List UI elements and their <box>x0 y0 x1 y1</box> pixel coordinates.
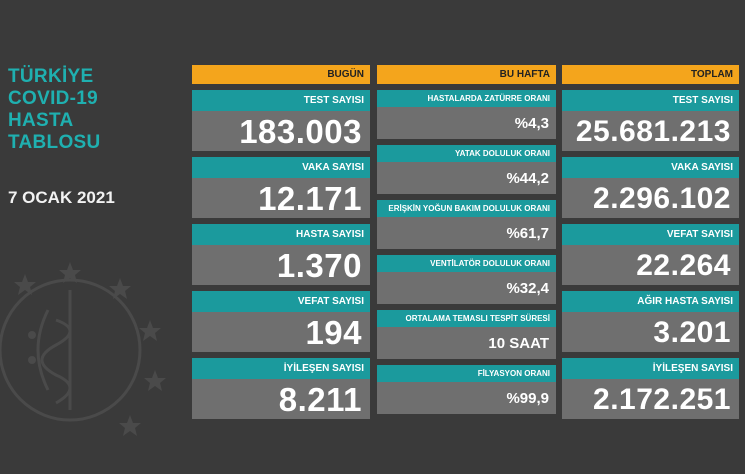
page-title: TÜRKİYE COVID-19 HASTA TABLOSU <box>8 66 101 154</box>
total-column: TOPLAM TEST SAYISI 25.681.213 VAKA SAYIS… <box>562 65 739 419</box>
week-pneumonia-card: HASTALARDA ZATÜRRE ORANI %4,3 <box>377 90 556 139</box>
total-severe-card: AĞIR HASTA SAYISI 3.201 <box>562 291 739 352</box>
stat-label: VEFAT SAYISI <box>192 291 370 312</box>
stat-label: FİLYASYON ORANI <box>377 365 556 382</box>
total-recovered-card: İYİLEŞEN SAYISI 2.172.251 <box>562 358 739 419</box>
week-contact-card: ORTALAMA TEMASLI TESPİT SÜRESİ 10 SAAT <box>377 310 556 359</box>
stat-label: İYİLEŞEN SAYISI <box>562 358 739 379</box>
stat-label: ORTALAMA TEMASLI TESPİT SÜRESİ <box>377 310 556 327</box>
total-header: TOPLAM <box>562 65 739 84</box>
ministry-emblem-icon <box>0 262 166 436</box>
stat-value: 1.370 <box>192 245 370 285</box>
stat-value: 25.681.213 <box>562 111 739 151</box>
stat-label: VENTİLATÖR DOLULUK ORANI <box>377 255 556 272</box>
today-header: BUGÜN <box>192 65 370 84</box>
stat-label: HASTALARDA ZATÜRRE ORANI <box>377 90 556 107</box>
today-column: BUGÜN TEST SAYISI 183.003 VAKA SAYISI 12… <box>192 65 370 419</box>
stat-value: 3.201 <box>562 312 739 352</box>
stat-value: %32,4 <box>377 272 556 304</box>
stat-label: VAKA SAYISI <box>192 157 370 178</box>
stat-value: 8.211 <box>192 379 370 419</box>
stat-label: ERİŞKİN YOĞUN BAKIM DOLULUK ORANI <box>377 200 556 217</box>
stat-value: %99,9 <box>377 382 556 414</box>
week-ventilator-card: VENTİLATÖR DOLULUK ORANI %32,4 <box>377 255 556 304</box>
stat-value: 22.264 <box>562 245 739 285</box>
stat-value: 183.003 <box>192 111 370 151</box>
title-line: TÜRKİYE <box>8 66 94 87</box>
total-death-card: VEFAT SAYISI 22.264 <box>562 224 739 285</box>
total-case-card: VAKA SAYISI 2.296.102 <box>562 157 739 218</box>
week-header: BU HAFTA <box>377 65 556 84</box>
week-column: BU HAFTA HASTALARDA ZATÜRRE ORANI %4,3 Y… <box>377 65 556 414</box>
stat-label: TEST SAYISI <box>562 90 739 111</box>
stat-value: 194 <box>192 312 370 352</box>
stat-label: YATAK DOLULUK ORANI <box>377 145 556 162</box>
stat-value: %4,3 <box>377 107 556 139</box>
week-bed-card: YATAK DOLULUK ORANI %44,2 <box>377 145 556 194</box>
stat-label: İYİLEŞEN SAYISI <box>192 358 370 379</box>
stat-value: 2.296.102 <box>562 178 739 218</box>
stat-value: 2.172.251 <box>562 379 739 419</box>
title-line: TABLOSU <box>8 132 101 153</box>
total-test-card: TEST SAYISI 25.681.213 <box>562 90 739 151</box>
today-patient-card: HASTA SAYISI 1.370 <box>192 224 370 285</box>
stat-value: 12.171 <box>192 178 370 218</box>
stat-label: VEFAT SAYISI <box>562 224 739 245</box>
stat-label: VAKA SAYISI <box>562 157 739 178</box>
week-icu-card: ERİŞKİN YOĞUN BAKIM DOLULUK ORANI %61,7 <box>377 200 556 249</box>
today-death-card: VEFAT SAYISI 194 <box>192 291 370 352</box>
stat-label: HASTA SAYISI <box>192 224 370 245</box>
title-line: COVID-19 <box>8 88 99 109</box>
today-recovered-card: İYİLEŞEN SAYISI 8.211 <box>192 358 370 419</box>
stat-value: %44,2 <box>377 162 556 194</box>
today-case-card: VAKA SAYISI 12.171 <box>192 157 370 218</box>
stat-label: TEST SAYISI <box>192 90 370 111</box>
today-test-card: TEST SAYISI 183.003 <box>192 90 370 151</box>
report-date: 7 OCAK 2021 <box>8 188 115 207</box>
stat-label: AĞIR HASTA SAYISI <box>562 291 739 312</box>
stat-value: %61,7 <box>377 217 556 249</box>
stat-value: 10 SAAT <box>377 327 556 359</box>
title-line: HASTA <box>8 110 74 131</box>
week-filiation-card: FİLYASYON ORANI %99,9 <box>377 365 556 414</box>
